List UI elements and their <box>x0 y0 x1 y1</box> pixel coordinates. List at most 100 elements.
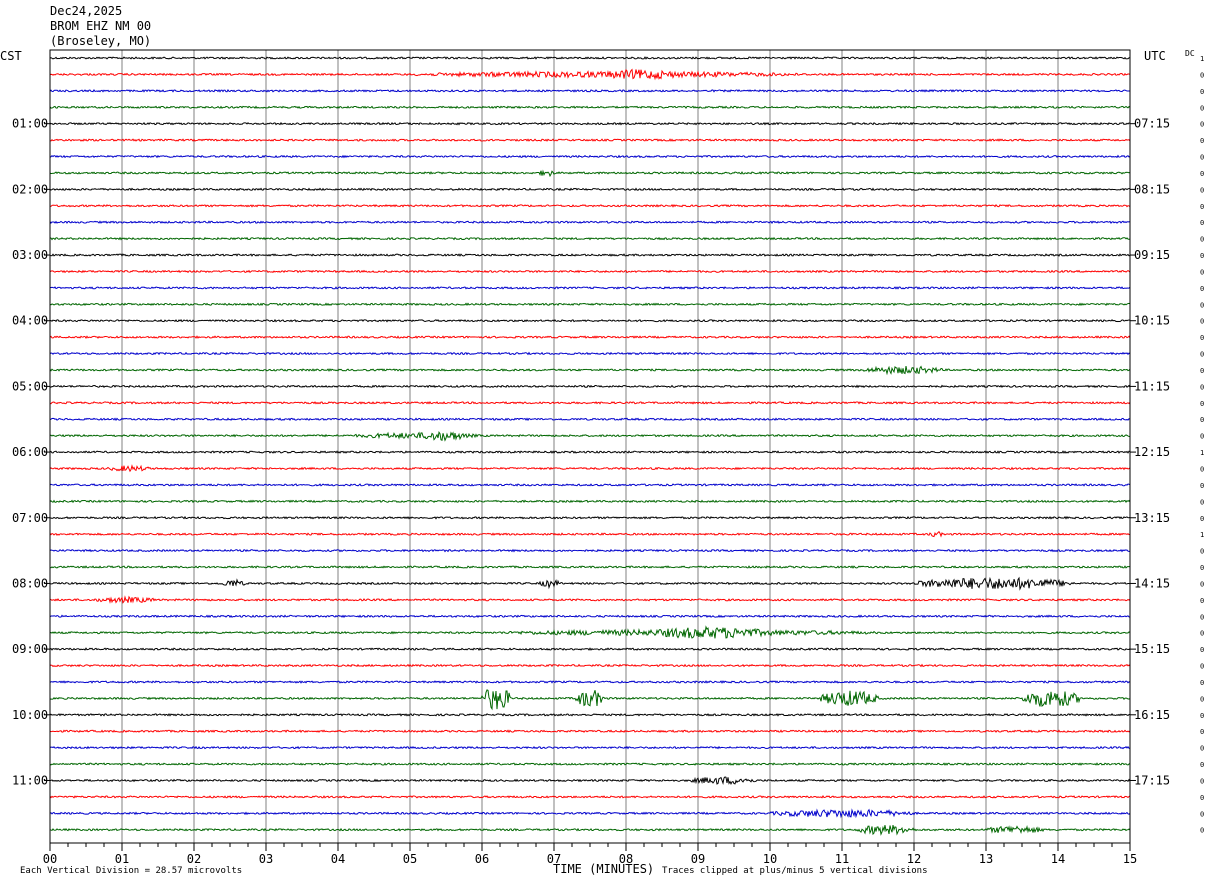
right-hour-label-10:15: 10:15 <box>1134 314 1170 328</box>
trace-row-10 <box>49 220 1131 224</box>
minute-gridlines <box>121 50 1059 843</box>
x-tick-label-08: 08 <box>619 852 633 866</box>
trace-row-39 <box>49 689 1131 711</box>
dc-value-row-22: 0 <box>1200 416 1204 424</box>
trace-row-14 <box>49 286 1131 290</box>
x-tick-label-04: 04 <box>331 852 345 866</box>
x-axis-label: TIME (MINUTES) <box>553 862 655 876</box>
trace-row-29 <box>49 530 1131 538</box>
trace-row-7 <box>49 169 1131 178</box>
dc-value-row-30: 0 <box>1200 548 1204 556</box>
dc-value-row-8: 0 <box>1200 186 1204 194</box>
x-tick-label-10: 10 <box>763 852 777 866</box>
x-tick-label-01: 01 <box>115 852 129 866</box>
x-tick-label-07: 07 <box>547 852 561 866</box>
dc-value-row-18: 0 <box>1200 351 1204 359</box>
trace-row-30 <box>49 548 1131 553</box>
dc-value-row-7: 0 <box>1200 170 1204 178</box>
trace-row-42 <box>49 745 1131 750</box>
plot-border <box>49 49 1131 844</box>
x-tick-label-05: 05 <box>403 852 417 866</box>
x-tick-label-02: 02 <box>187 852 201 866</box>
trace-row-15 <box>49 302 1131 307</box>
dc-value-row-46: 0 <box>1200 810 1204 818</box>
dc-value-row-4: 0 <box>1200 121 1204 129</box>
right-hour-label-08:15: 08:15 <box>1134 182 1170 196</box>
dc-offset-values: 1 0 0 0 0 0 0 0 0 0 0 0 0 0 0 0 0 0 0 0 0 0 0 0 1 0 0 0 0 1 0 0 0 0 0 0 0 0 0 0… <box>1200 55 1204 835</box>
dc-value-row-12: 0 <box>1200 252 1204 260</box>
right-hour-label-11:15: 11:15 <box>1134 379 1170 393</box>
location-label: (Broseley, MO) <box>50 34 152 48</box>
dc-value-row-23: 0 <box>1200 433 1204 441</box>
left-timezone-label: CST <box>0 49 22 63</box>
trace-row-13 <box>49 269 1131 274</box>
right-hour-label-15:15: 15:15 <box>1134 642 1170 656</box>
left-hour-label-04:00: 04:00 <box>12 314 48 328</box>
dc-value-row-5: 0 <box>1200 137 1204 145</box>
dc-value-row-40: 0 <box>1200 712 1204 720</box>
x-tick-label-13: 13 <box>979 852 993 866</box>
dc-value-row-39: 0 <box>1200 695 1204 703</box>
trace-row-11 <box>49 236 1131 241</box>
x-tick-label-14: 14 <box>1051 852 1065 866</box>
trace-row-3 <box>49 105 1131 110</box>
dc-value-row-32: 0 <box>1200 580 1204 588</box>
date-label: Dec24,2025 <box>50 4 123 18</box>
trace-row-6 <box>49 154 1131 159</box>
trace-row-19 <box>49 365 1131 376</box>
dc-value-row-2: 0 <box>1200 88 1204 96</box>
right-hour-label-17:15: 17:15 <box>1134 773 1170 787</box>
trace-row-17 <box>49 335 1131 339</box>
dc-value-row-43: 0 <box>1200 761 1204 769</box>
trace-row-2 <box>49 89 1131 93</box>
dc-value-row-37: 0 <box>1200 663 1204 671</box>
trace-row-35 <box>49 625 1131 639</box>
trace-row-5 <box>49 138 1131 142</box>
trace-row-45 <box>49 795 1131 799</box>
trace-row-40 <box>49 712 1131 717</box>
clipping-note: Traces clipped at plus/minus 5 vertical … <box>662 866 928 876</box>
right-hour-label-07:15: 07:15 <box>1134 117 1170 131</box>
dc-value-row-24: 1 <box>1200 449 1204 457</box>
right-timezone-label: UTC <box>1144 49 1166 63</box>
trace-row-44 <box>49 776 1131 786</box>
trace-row-21 <box>49 401 1131 405</box>
dc-value-row-10: 0 <box>1200 219 1204 227</box>
left-hour-label-03:00: 03:00 <box>12 248 48 262</box>
x-tick-label-15: 15 <box>1123 852 1137 866</box>
dc-value-row-3: 0 <box>1200 104 1204 112</box>
right-hour-label-14:15: 14:15 <box>1134 576 1170 590</box>
trace-row-27 <box>49 499 1131 504</box>
trace-row-1 <box>49 68 1131 81</box>
right-hour-label-16:15: 16:15 <box>1134 708 1170 722</box>
vertical-division-note: Each Vertical Division = 28.57 microvolt… <box>20 866 243 876</box>
right-hour-label-13:15: 13:15 <box>1134 511 1170 525</box>
right-hour-label-09:15: 09:15 <box>1134 248 1170 262</box>
dc-value-row-0: 1 <box>1200 55 1204 63</box>
trace-row-23 <box>49 431 1131 442</box>
dc-value-row-16: 0 <box>1200 318 1204 326</box>
left-hour-label-05:00: 05:00 <box>12 379 48 393</box>
trace-row-20 <box>49 384 1131 389</box>
dc-value-row-44: 0 <box>1200 777 1204 785</box>
left-hour-label-01:00: 01:00 <box>12 117 48 131</box>
trace-row-26 <box>49 483 1131 487</box>
left-hour-label-08:00: 08:00 <box>12 576 48 590</box>
left-hour-label-11:00: 11:00 <box>12 773 48 787</box>
dc-value-row-29: 1 <box>1200 531 1204 539</box>
left-hour-label-10:00: 10:00 <box>12 708 48 722</box>
trace-row-24 <box>49 450 1131 454</box>
left-hour-label-09:00: 09:00 <box>12 642 48 656</box>
trace-row-18 <box>49 351 1131 356</box>
seismic-traces <box>49 56 1131 836</box>
x-tick-label-06: 06 <box>475 852 489 866</box>
dc-value-row-45: 0 <box>1200 794 1204 802</box>
dc-value-row-13: 0 <box>1200 268 1204 276</box>
left-hour-label-07:00: 07:00 <box>12 511 48 525</box>
left-hour-label-02:00: 02:00 <box>12 182 48 196</box>
dc-value-row-26: 0 <box>1200 482 1204 490</box>
trace-row-31 <box>49 565 1131 569</box>
trace-row-38 <box>49 680 1131 684</box>
trace-row-32 <box>49 576 1131 591</box>
